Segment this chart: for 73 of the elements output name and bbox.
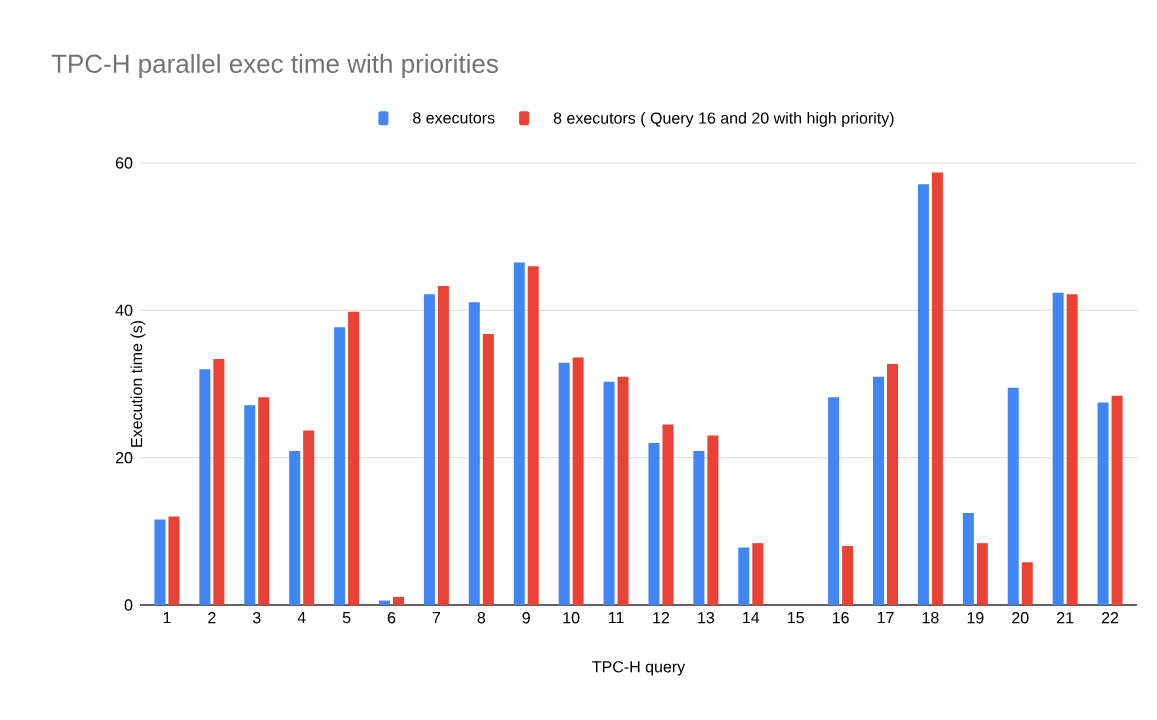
x-tick-label: 15 [788, 612, 804, 624]
bar [873, 376, 885, 605]
chart-title: TPC-H parallel exec time with priorities [51, 53, 498, 79]
bar [1066, 294, 1078, 605]
bar [244, 405, 256, 605]
x-tick-label: 10 [563, 612, 580, 624]
x-tick-label: 11 [608, 612, 624, 624]
x-tick-label: 13 [698, 612, 715, 624]
x-tick-label: 12 [653, 612, 670, 624]
bar [962, 512, 974, 605]
legend-label: 8 executors ( Query 16 and 20 with high priority) [553, 112, 894, 127]
bar [828, 397, 840, 605]
x-tick-label: 4 [297, 612, 306, 624]
x-tick-label: 22 [1101, 612, 1119, 624]
bar [887, 364, 899, 605]
bar [154, 519, 166, 605]
bar [482, 333, 494, 605]
bar [931, 172, 943, 605]
x-tick-label: 19 [967, 612, 984, 624]
legend-label: 8 executors [413, 112, 495, 124]
bar [423, 294, 435, 605]
x-tick-label: 18 [922, 612, 939, 624]
bar [662, 424, 674, 605]
x-tick-label: 2 [208, 612, 216, 624]
y-tick-label: 0 [124, 599, 133, 611]
bar [572, 357, 584, 605]
x-tick-label: 21 [1057, 612, 1074, 624]
x-tick-label: 3 [252, 612, 261, 624]
bar [1097, 402, 1109, 605]
bar [379, 600, 391, 605]
bar [707, 435, 719, 605]
bar [842, 546, 854, 605]
bar [303, 430, 315, 605]
bar [437, 286, 449, 605]
bar [603, 381, 615, 605]
x-tick-label: 16 [832, 612, 849, 624]
bar [1021, 562, 1033, 605]
bar [513, 262, 525, 605]
bar [738, 547, 750, 605]
bar [258, 397, 270, 605]
x-tick-label: 17 [877, 612, 894, 624]
bar [334, 327, 346, 605]
bar [1111, 395, 1123, 605]
bar [1052, 292, 1064, 605]
bar [917, 184, 929, 605]
bar [648, 442, 660, 605]
x-tick-label: 7 [432, 612, 441, 624]
bar [976, 543, 988, 605]
x-tick-label: 6 [387, 612, 396, 624]
bar [752, 543, 764, 605]
y-tick-label: 20 [115, 452, 133, 464]
x-axis-title: TPC-H query [592, 661, 686, 676]
x-tick-label: 8 [477, 612, 486, 624]
bar [527, 266, 539, 605]
bar [1007, 387, 1019, 605]
bar [468, 302, 480, 605]
x-tick-label: 20 [1012, 612, 1029, 624]
x-tick-label: 5 [342, 612, 351, 624]
bar [168, 516, 180, 605]
bar [693, 451, 705, 605]
bar [393, 596, 404, 605]
y-tick-label: 60 [115, 157, 133, 169]
bar [348, 311, 360, 605]
bar [558, 362, 570, 605]
x-tick-label: 1 [163, 612, 171, 624]
x-tick-label: 14 [743, 612, 760, 624]
bar [199, 369, 211, 605]
bar [617, 376, 629, 605]
y-axis-title: Execution time (s) [130, 321, 146, 447]
bar [289, 451, 301, 605]
bar [213, 358, 225, 605]
y-tick-label: 40 [115, 304, 133, 316]
x-tick-label: 9 [522, 612, 530, 624]
